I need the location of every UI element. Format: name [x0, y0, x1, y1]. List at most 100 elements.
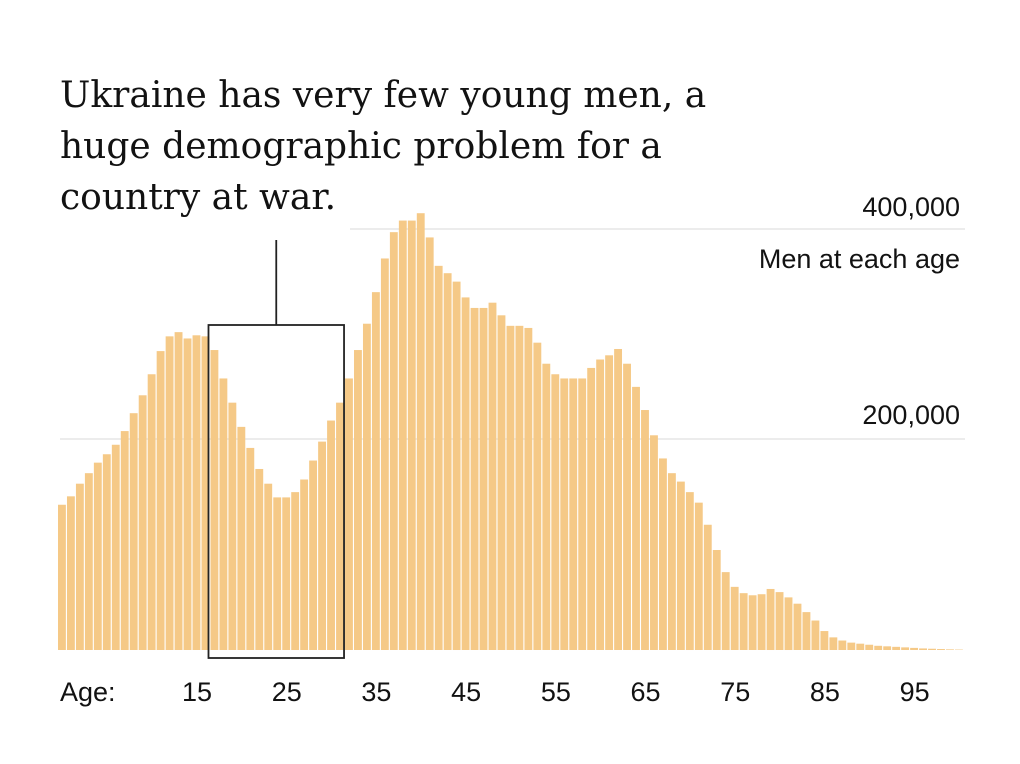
- bar-age-50: [506, 325, 515, 650]
- bar-age-23: [264, 483, 273, 650]
- bar-age-98: [937, 649, 945, 650]
- bar-age-31: [336, 402, 344, 650]
- bar-age-7: [120, 431, 129, 650]
- bar-age-86: [829, 637, 838, 650]
- x-tick-labels: 15 25 35 45 55 65 75 85 95: [182, 677, 930, 707]
- x-axis-prefix: Age:: [60, 677, 116, 707]
- bar-age-36: [380, 258, 389, 650]
- bar-age-76: [739, 593, 748, 650]
- bar-age-37: [389, 232, 398, 650]
- bar-age-62: [614, 348, 623, 650]
- bar-age-46: [470, 307, 479, 650]
- bar-age-4: [93, 462, 102, 650]
- bar-series: [58, 213, 963, 651]
- chart-title-line-3: country at war.: [60, 177, 336, 218]
- bar-age-42: [434, 265, 443, 650]
- bar-age-84: [811, 620, 820, 650]
- bar-age-26: [291, 492, 300, 651]
- bar-age-52: [524, 327, 533, 650]
- bar-age-40: [416, 213, 425, 650]
- y-tick-label-200000: 200,000: [862, 400, 960, 430]
- bar-age-28: [309, 460, 318, 650]
- bar-age-2: [75, 483, 84, 650]
- bar-age-67: [658, 458, 667, 650]
- bar-age-80: [775, 592, 784, 650]
- x-tick-label-65: 65: [631, 677, 661, 707]
- bar-age-14: [183, 338, 192, 650]
- bar-age-87: [838, 640, 847, 650]
- bar-age-69: [676, 481, 685, 650]
- bar-age-93: [892, 646, 901, 650]
- x-tick-label-95: 95: [900, 677, 930, 707]
- bar-age-64: [632, 386, 640, 651]
- bar-age-97: [928, 648, 936, 650]
- bar-age-33: [354, 350, 362, 650]
- bar-age-60: [596, 359, 605, 650]
- x-tick-label-15: 15: [182, 677, 212, 707]
- bar-age-96: [919, 648, 927, 650]
- bar-age-34: [362, 323, 371, 650]
- bar-age-72: [703, 524, 712, 650]
- bar-age-59: [587, 367, 596, 650]
- x-tick-label-55: 55: [541, 677, 571, 707]
- bar-age-78: [757, 594, 766, 650]
- bar-age-99: [946, 649, 954, 650]
- y-tick-label-400000: 400,000: [862, 192, 960, 222]
- bar-age-48: [488, 302, 497, 650]
- bar-age-12: [165, 336, 174, 650]
- bar-age-81: [784, 597, 793, 651]
- bar-age-77: [748, 595, 757, 650]
- bar-age-32: [345, 378, 353, 650]
- bar-age-30: [327, 420, 335, 650]
- x-tick-label-25: 25: [272, 677, 302, 707]
- bar-age-94: [901, 647, 910, 650]
- bar-age-53: [533, 342, 542, 650]
- bar-age-21: [246, 447, 255, 650]
- bar-age-88: [847, 642, 856, 650]
- bar-age-0: [58, 504, 66, 650]
- bar-age-6: [111, 444, 120, 650]
- bar-age-55: [551, 374, 560, 650]
- bar-age-73: [712, 550, 721, 650]
- bar-age-83: [802, 612, 811, 650]
- bar-age-51: [515, 325, 524, 650]
- bar-age-15: [192, 335, 201, 650]
- bar-age-65: [641, 410, 649, 650]
- bar-age-44: [452, 281, 461, 651]
- chart-title-line-1: Ukraine has very few young men, a: [60, 75, 706, 116]
- bar-age-82: [793, 603, 802, 650]
- bar-age-18: [219, 378, 228, 650]
- bar-age-74: [721, 572, 730, 651]
- bar-age-25: [282, 497, 291, 650]
- bar-age-11: [156, 351, 165, 650]
- bar-age-17: [210, 350, 219, 650]
- bar-age-58: [578, 378, 587, 650]
- bar-age-8: [129, 413, 138, 650]
- x-tick-label-35: 35: [361, 677, 391, 707]
- chart-title-line-2: huge demographic problem for a: [60, 126, 662, 167]
- bar-age-19: [228, 402, 237, 650]
- bar-age-45: [461, 297, 470, 650]
- bar-age-1: [66, 496, 75, 650]
- bar-age-75: [730, 586, 739, 650]
- chart-title: Ukraine has very few young men, a huge d…: [60, 75, 706, 218]
- bar-age-91: [874, 645, 883, 650]
- bar-age-10: [147, 374, 156, 650]
- bar-age-56: [560, 378, 569, 650]
- x-tick-label-75: 75: [720, 677, 750, 707]
- bar-age-54: [542, 363, 551, 650]
- bar-age-43: [443, 273, 452, 650]
- bar-age-16: [201, 336, 210, 650]
- y-axis-label: Men at each age: [759, 244, 960, 274]
- bar-age-39: [407, 220, 416, 650]
- bar-age-85: [820, 631, 829, 650]
- bar-age-70: [685, 492, 694, 651]
- bar-age-79: [766, 588, 775, 651]
- bar-age-66: [650, 435, 658, 650]
- bar-age-63: [623, 363, 631, 650]
- bar-age-27: [300, 479, 309, 650]
- bar-age-49: [497, 315, 506, 650]
- x-tick-label-45: 45: [451, 677, 481, 707]
- bar-age-13: [174, 332, 183, 650]
